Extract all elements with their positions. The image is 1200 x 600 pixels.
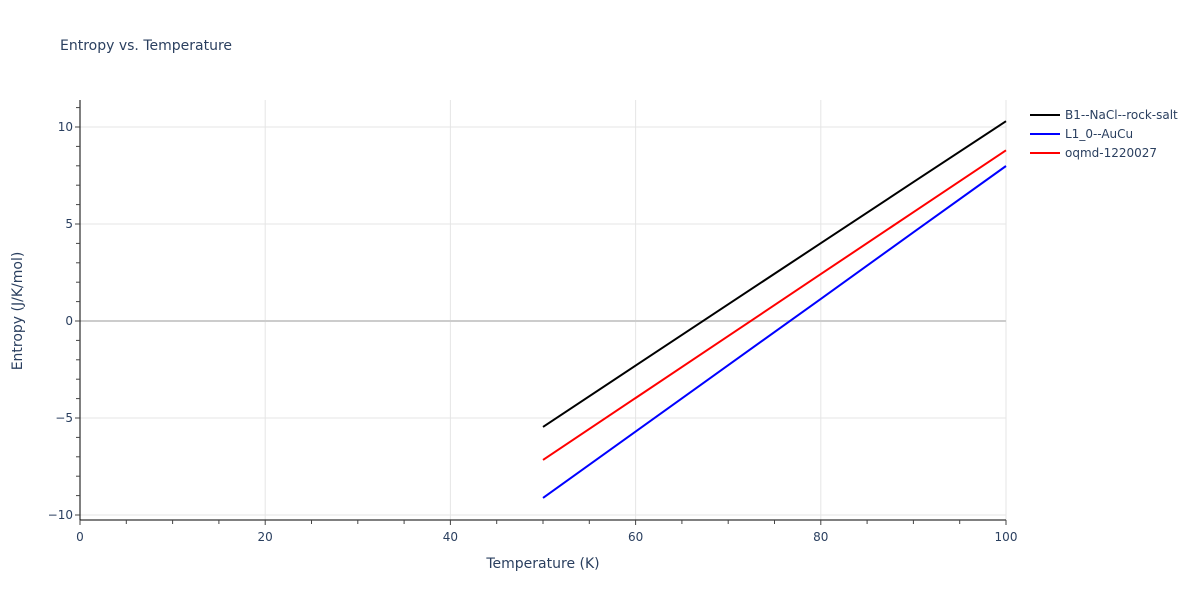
x-tick-label: 40 [443,530,458,544]
y-tick-label: 10 [58,120,73,134]
y-tick-label: −10 [48,508,73,522]
legend-label: L1_0--AuCu [1065,127,1133,141]
legend: B1--NaCl--rock-salt L1_0--AuCu oqmd-122002… [1030,108,1178,160]
x-tick-label: 100 [995,530,1018,544]
x-tick-label: 60 [628,530,643,544]
legend-label: B1--NaCl--rock-salt [1065,108,1178,122]
series-line-2[interactable] [542,149,1007,461]
y-tick-label: 5 [65,217,73,231]
axes [79,100,1006,521]
legend-item-1[interactable]: L1_0--AuCu [1030,127,1133,141]
x-tick-label: 0 [76,530,84,544]
x-axis-ticks: 0 20 40 60 80 100 [76,520,1017,544]
chart-title: Entropy vs. Temperature [60,38,232,54]
series-line-1[interactable] [542,165,1007,499]
legend-item-0[interactable]: B1--NaCl--rock-salt [1030,108,1178,122]
x-axis-title: Temperature (K) [485,556,599,572]
series-line-0[interactable] [542,120,1007,428]
grid-lines [80,100,1007,520]
y-axis-title: Entropy (J/K/mol) [10,252,26,371]
y-tick-label: −5 [55,411,73,425]
legend-label: oqmd-1220027 [1065,146,1157,160]
legend-item-2[interactable]: oqmd-1220027 [1030,146,1157,160]
y-axis-ticks: −10 −5 0 5 10 [48,107,80,522]
x-tick-label: 20 [258,530,273,544]
y-tick-label: 0 [65,314,73,328]
plot-area[interactable] [542,120,1007,499]
x-tick-label: 80 [813,530,828,544]
